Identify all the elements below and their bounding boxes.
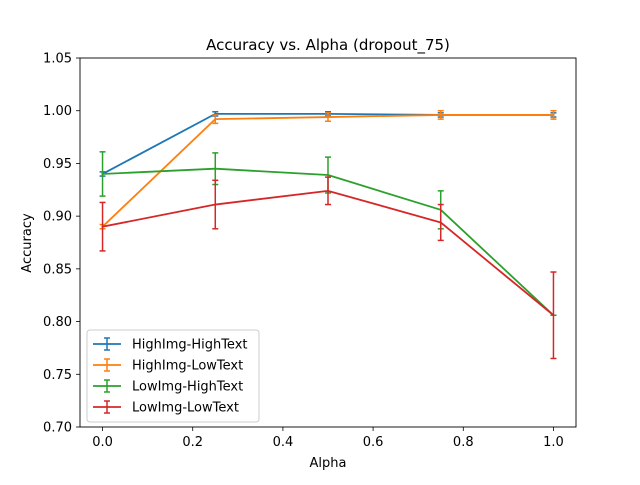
y-tick-label: 0.90	[43, 210, 72, 225]
y-tick-label: 0.95	[43, 157, 72, 172]
y-tick-label: 1.05	[43, 52, 72, 67]
series-3	[99, 176, 557, 360]
legend-box	[86, 329, 260, 423]
legend-label: LowImg-HighText	[132, 380, 243, 395]
x-tick-label: 0.4	[273, 435, 294, 450]
legend-label: HighImg-LowText	[132, 359, 243, 374]
legend-label: LowImg-LowText	[132, 401, 239, 416]
y-tick-label: 1.00	[43, 104, 72, 119]
x-tick-label: 0.6	[363, 435, 384, 450]
series-1	[99, 109, 557, 230]
y-tick-label: 0.70	[43, 421, 72, 436]
x-tick-label: 0.0	[92, 435, 113, 450]
legend-item: HighImg-HighText	[93, 337, 248, 353]
x-tick-label: 1.0	[543, 435, 564, 450]
series-line	[101, 189, 555, 317]
plot-area: 0.0 0.2 0.4 0.6 0.8 1.0 0.70 0.75 0.80 0.85 0.90 0.…	[43, 52, 577, 450]
legend-item: LowImg-LowText	[93, 400, 239, 416]
legend: HighImg-HighText HighImg-LowText LowImg-Hi…	[86, 329, 260, 423]
y-tick-label: 0.80	[43, 315, 72, 330]
series-line	[101, 167, 555, 317]
legend-item: LowImg-HighText	[93, 379, 243, 395]
y-tick-label: 0.85	[43, 262, 72, 277]
axes-frame	[79, 57, 577, 428]
legend-label: HighImg-HighText	[132, 338, 248, 353]
legend-item: HighImg-LowText	[93, 358, 243, 374]
x-tick-label: 0.2	[182, 435, 203, 450]
x-axis-label: Alpha	[310, 456, 347, 471]
chart-title: Accuracy vs. Alpha (dropout_75)	[206, 36, 450, 55]
y-axis-label: Accuracy	[20, 213, 35, 273]
y-tick-label: 0.75	[43, 368, 72, 383]
x-tick-label: 0.8	[453, 435, 474, 450]
series-line	[101, 114, 555, 228]
